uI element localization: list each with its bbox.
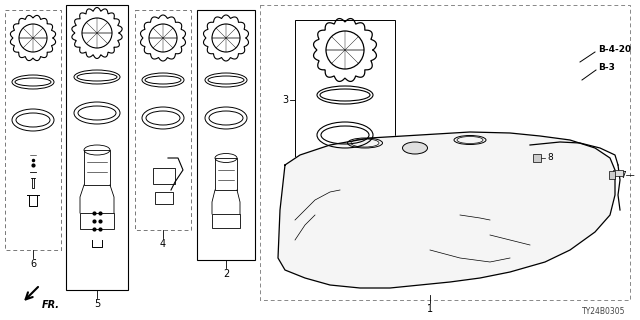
Text: FR.: FR. — [42, 300, 60, 310]
Bar — [80, 213, 114, 229]
Bar — [66, 5, 128, 290]
Text: 7—: 7— — [620, 171, 635, 180]
Text: TY24B0305: TY24B0305 — [582, 308, 625, 316]
Bar — [215, 158, 237, 190]
Text: 3: 3 — [282, 95, 288, 105]
Text: 8: 8 — [547, 154, 553, 163]
Bar — [155, 192, 173, 204]
Bar — [212, 214, 240, 228]
Bar — [135, 10, 191, 230]
Bar — [260, 5, 630, 300]
Text: 1: 1 — [427, 304, 433, 314]
Polygon shape — [278, 132, 615, 288]
Text: 4: 4 — [160, 239, 166, 249]
Bar — [609, 171, 615, 179]
Text: 2: 2 — [223, 269, 229, 279]
Bar — [153, 168, 175, 184]
Text: B-3: B-3 — [598, 63, 615, 73]
Bar — [197, 10, 255, 260]
Bar — [533, 154, 541, 162]
Bar — [5, 10, 61, 250]
Bar — [613, 170, 623, 176]
Text: 5: 5 — [94, 299, 100, 309]
Bar — [295, 20, 395, 165]
Ellipse shape — [403, 142, 428, 154]
Text: B-4-20: B-4-20 — [598, 45, 631, 54]
Text: 6: 6 — [30, 259, 36, 269]
Bar — [84, 150, 110, 185]
